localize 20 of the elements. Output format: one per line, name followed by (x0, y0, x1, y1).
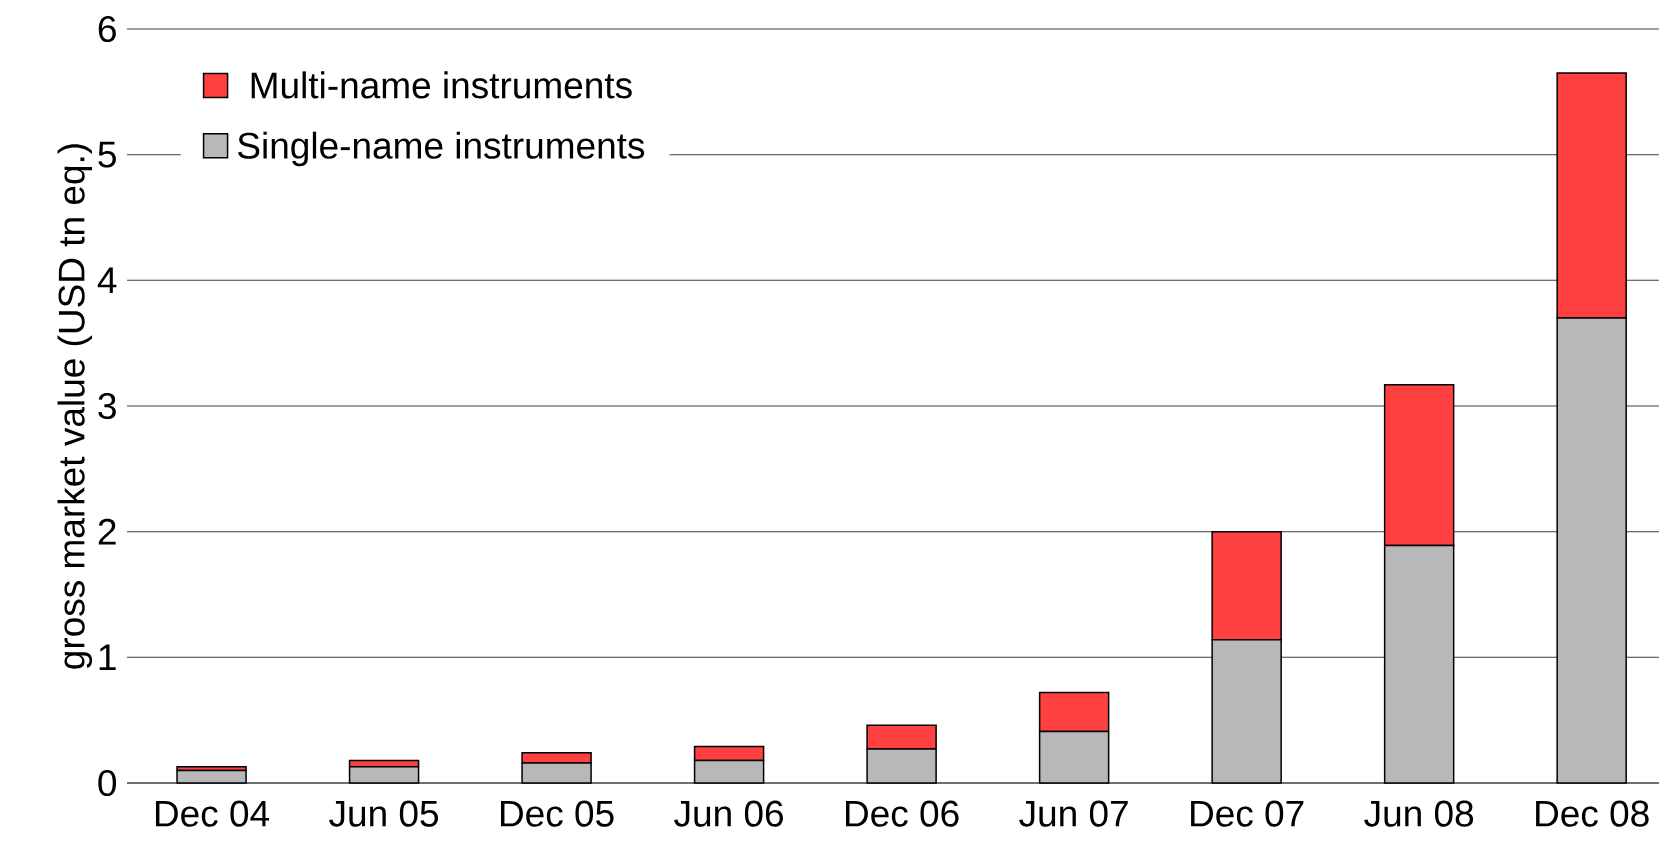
x-tick-label: Dec 08 (1536, 800, 1649, 827)
y-axis-title: gross market value (USD tn eq.) (57, 144, 93, 669)
legend-label: Multi-name instruments (251, 71, 632, 99)
x-tick-label: Dec 05 (501, 800, 614, 827)
x-tick-label: Dec 06 (846, 800, 959, 827)
y-tick-label: 4 (97, 267, 117, 294)
y-tick-label: 3 (98, 392, 116, 420)
x-tick-label: Dec 04 (155, 800, 270, 827)
x-tick-label: Jun 08 (1364, 800, 1474, 827)
y-tick-label: 6 (98, 15, 116, 43)
x-tick-label: Dec 07 (1191, 800, 1304, 827)
x-tick-label: Jun 07 (1019, 800, 1128, 827)
x-tick-label: Jun 05 (329, 800, 438, 827)
y-tick-label: 5 (98, 141, 116, 168)
bar (176, 769, 247, 784)
legend-label: Single-name instruments (238, 131, 645, 167)
y-tick-label: 0 (98, 769, 117, 797)
x-tick-label: Jun 06 (674, 800, 783, 827)
y-tick-label: 1 (99, 644, 116, 671)
y-tick-label: 2 (98, 518, 116, 545)
